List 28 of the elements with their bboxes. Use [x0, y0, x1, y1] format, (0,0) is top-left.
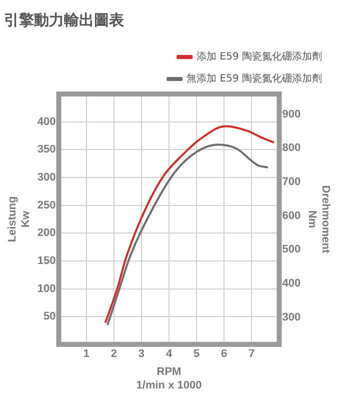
y-axis-title: Leistung Kw — [6, 196, 32, 242]
y2-tick-label: 600 — [282, 210, 301, 222]
x-tick-label: 3 — [138, 348, 144, 360]
y2-tick-label: 400 — [282, 278, 301, 290]
chart-title: 引擎動力輸出圖表 — [4, 10, 125, 29]
x-tick-label: 7 — [248, 348, 255, 360]
y-tick-label: 200 — [37, 227, 56, 240]
y2-tick-label: 900 — [282, 108, 301, 120]
y-tick-label: 350 — [37, 144, 56, 156]
y2-tick-label: 700 — [282, 176, 301, 188]
x-tick-label: 4 — [166, 348, 173, 360]
y-tick-label: 150 — [37, 254, 56, 267]
x-tick-label: 1 — [83, 348, 90, 360]
y-tick-label: 50 — [44, 310, 56, 323]
y-tick-label: 250 — [37, 199, 56, 212]
y2-tick-label: 300 — [282, 311, 301, 324]
x-tick-label: 6 — [221, 348, 228, 360]
y2-axis-title: Drehmoment Nm — [306, 185, 332, 254]
x-tick-label: 2 — [110, 348, 117, 360]
y-tick-label: 100 — [37, 282, 56, 295]
y-tick-label: 300 — [37, 172, 56, 184]
x-axis-title: RPM 1/min x 1000 — [136, 366, 202, 392]
legend-label: 添加 E59 陶瓷氮化硼添加劑 — [196, 50, 322, 63]
x-tick-label: 5 — [194, 348, 200, 360]
y-tick-label: 400 — [37, 116, 56, 128]
legend-label: 無添加 E59 陶瓷氮化硼添加劑 — [186, 72, 322, 85]
y2-tick-label: 500 — [282, 244, 301, 256]
y2-tick-label: 800 — [282, 142, 301, 154]
